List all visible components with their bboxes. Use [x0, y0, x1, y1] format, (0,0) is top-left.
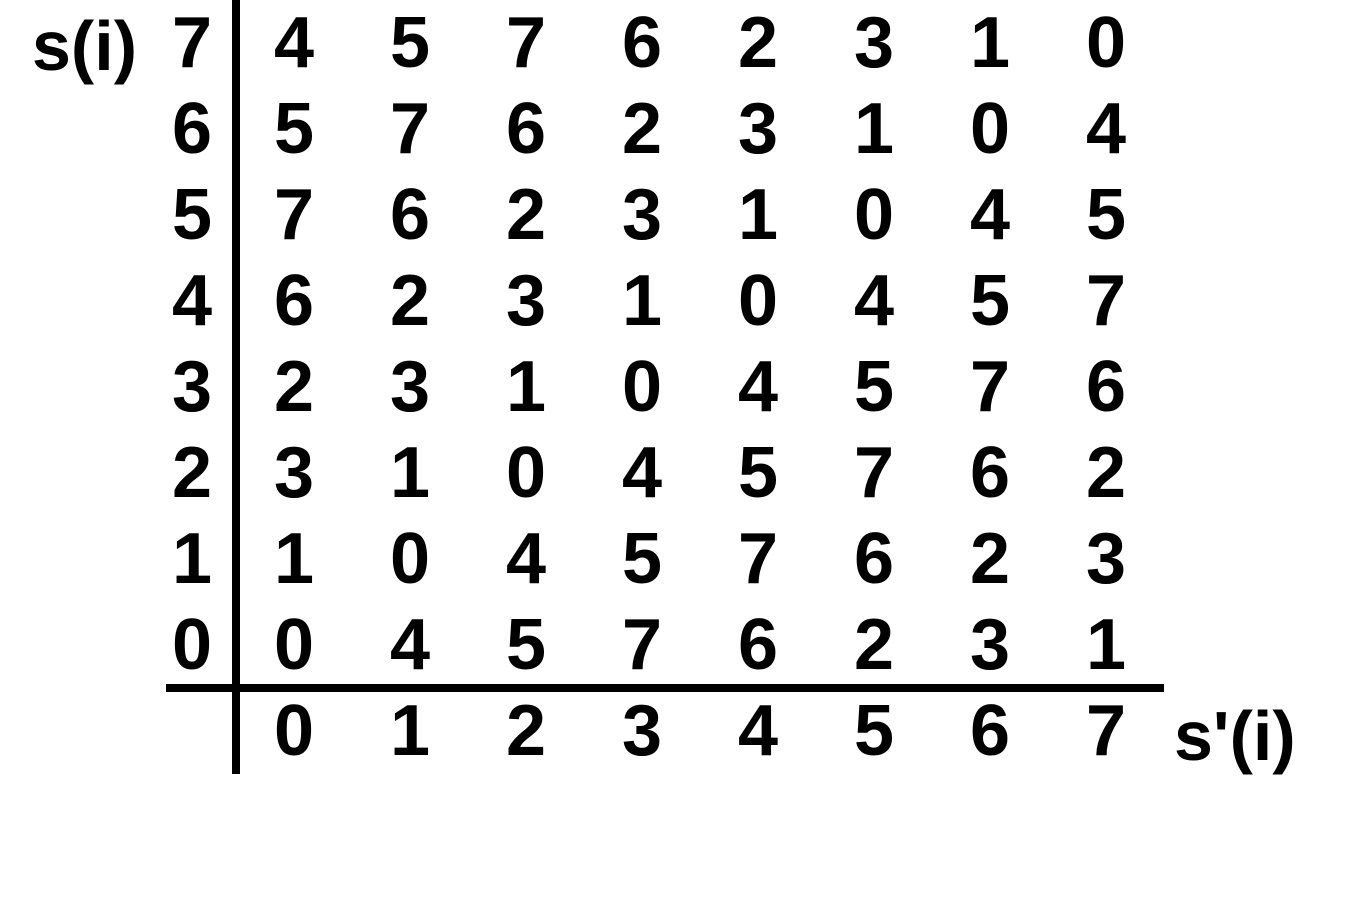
table-cell: 2	[700, 0, 816, 86]
row-header: 3	[148, 344, 236, 430]
table-cell: 1	[932, 0, 1048, 86]
lookup-table: 7 4 5 7 6 2 3 1 0 6 5 7 6 2 3 1 0 4 5 7 …	[0, 0, 1354, 899]
table-cell: 7	[468, 0, 584, 86]
table-cell: 1	[236, 516, 352, 602]
table-cell: 1	[1048, 602, 1164, 688]
table-cell: 3	[352, 344, 468, 430]
table-cell: 5	[468, 602, 584, 688]
table-cell: 2	[468, 172, 584, 258]
table-cell: 7	[1048, 258, 1164, 344]
table-cell: 0	[584, 344, 700, 430]
table-cell: 0	[700, 258, 816, 344]
row-header: 2	[148, 430, 236, 516]
table-cell: 7	[700, 516, 816, 602]
x-axis-title: s'(i)	[1174, 696, 1296, 776]
table-cell: 6	[468, 86, 584, 172]
table-cell: 6	[236, 258, 352, 344]
table-cell: 5	[700, 430, 816, 516]
table-cell: 0	[236, 602, 352, 688]
table-cell: 3	[1048, 516, 1164, 602]
table-cell: 7	[932, 344, 1048, 430]
spacer	[28, 172, 148, 258]
table-cell: 0	[1048, 0, 1164, 86]
table-cell: 7	[816, 430, 932, 516]
table-cell: 4	[700, 344, 816, 430]
spacer	[28, 688, 148, 774]
x-axis-rule	[166, 684, 1164, 692]
table-cell: 3	[932, 602, 1048, 688]
table-cell: 2	[584, 86, 700, 172]
table-cell: 6	[352, 172, 468, 258]
table-cell: 0	[352, 516, 468, 602]
table-cell: 6	[1048, 344, 1164, 430]
table-cell: 2	[1048, 430, 1164, 516]
spacer	[28, 86, 148, 172]
table-cell: 2	[352, 258, 468, 344]
table-cell: 1	[816, 86, 932, 172]
table-cell: 5	[1048, 172, 1164, 258]
table-cell: 0	[816, 172, 932, 258]
row-header: 7	[148, 0, 236, 86]
table-cell: 3	[468, 258, 584, 344]
row-header: 4	[148, 258, 236, 344]
table-cell: 6	[584, 0, 700, 86]
spacer	[148, 688, 236, 774]
spacer	[28, 516, 148, 602]
table-cell: 4	[584, 430, 700, 516]
table-cell: 5	[236, 86, 352, 172]
col-header: 1	[352, 688, 468, 774]
spacer	[28, 430, 148, 516]
table-cell: 4	[468, 516, 584, 602]
row-header: 1	[148, 516, 236, 602]
table-cell: 5	[816, 344, 932, 430]
table-cell: 7	[236, 172, 352, 258]
table-cell: 6	[816, 516, 932, 602]
table-cell: 4	[932, 172, 1048, 258]
table-cell: 1	[352, 430, 468, 516]
table-cell: 7	[584, 602, 700, 688]
spacer	[28, 602, 148, 688]
table-cell: 6	[700, 602, 816, 688]
table-cell: 3	[584, 172, 700, 258]
table-cell: 4	[1048, 86, 1164, 172]
table-cell: 4	[352, 602, 468, 688]
col-header: 0	[236, 688, 352, 774]
col-header: 3	[584, 688, 700, 774]
row-header: 5	[148, 172, 236, 258]
table-cell: 3	[236, 430, 352, 516]
col-header: 7	[1048, 688, 1164, 774]
row-header: 0	[148, 602, 236, 688]
spacer	[28, 258, 148, 344]
col-header: 6	[932, 688, 1048, 774]
spacer	[28, 344, 148, 430]
table-cell: 2	[932, 516, 1048, 602]
y-axis-rule	[232, 0, 240, 774]
table-grid: 7 4 5 7 6 2 3 1 0 6 5 7 6 2 3 1 0 4 5 7 …	[28, 0, 1164, 774]
col-header: 4	[700, 688, 816, 774]
table-cell: 5	[932, 258, 1048, 344]
table-cell: 1	[468, 344, 584, 430]
table-cell: 7	[352, 86, 468, 172]
col-header: 2	[468, 688, 584, 774]
table-cell: 1	[584, 258, 700, 344]
table-cell: 0	[468, 430, 584, 516]
table-cell: 0	[932, 86, 1048, 172]
col-header: 5	[816, 688, 932, 774]
y-axis-title: s(i)	[32, 6, 137, 86]
table-cell: 3	[816, 0, 932, 86]
table-cell: 5	[584, 516, 700, 602]
table-cell: 5	[352, 0, 468, 86]
table-cell: 2	[816, 602, 932, 688]
table-cell: 4	[816, 258, 932, 344]
table-cell: 3	[700, 86, 816, 172]
table-cell: 1	[700, 172, 816, 258]
row-header: 6	[148, 86, 236, 172]
table-cell: 4	[236, 0, 352, 86]
table-cell: 2	[236, 344, 352, 430]
table-cell: 6	[932, 430, 1048, 516]
